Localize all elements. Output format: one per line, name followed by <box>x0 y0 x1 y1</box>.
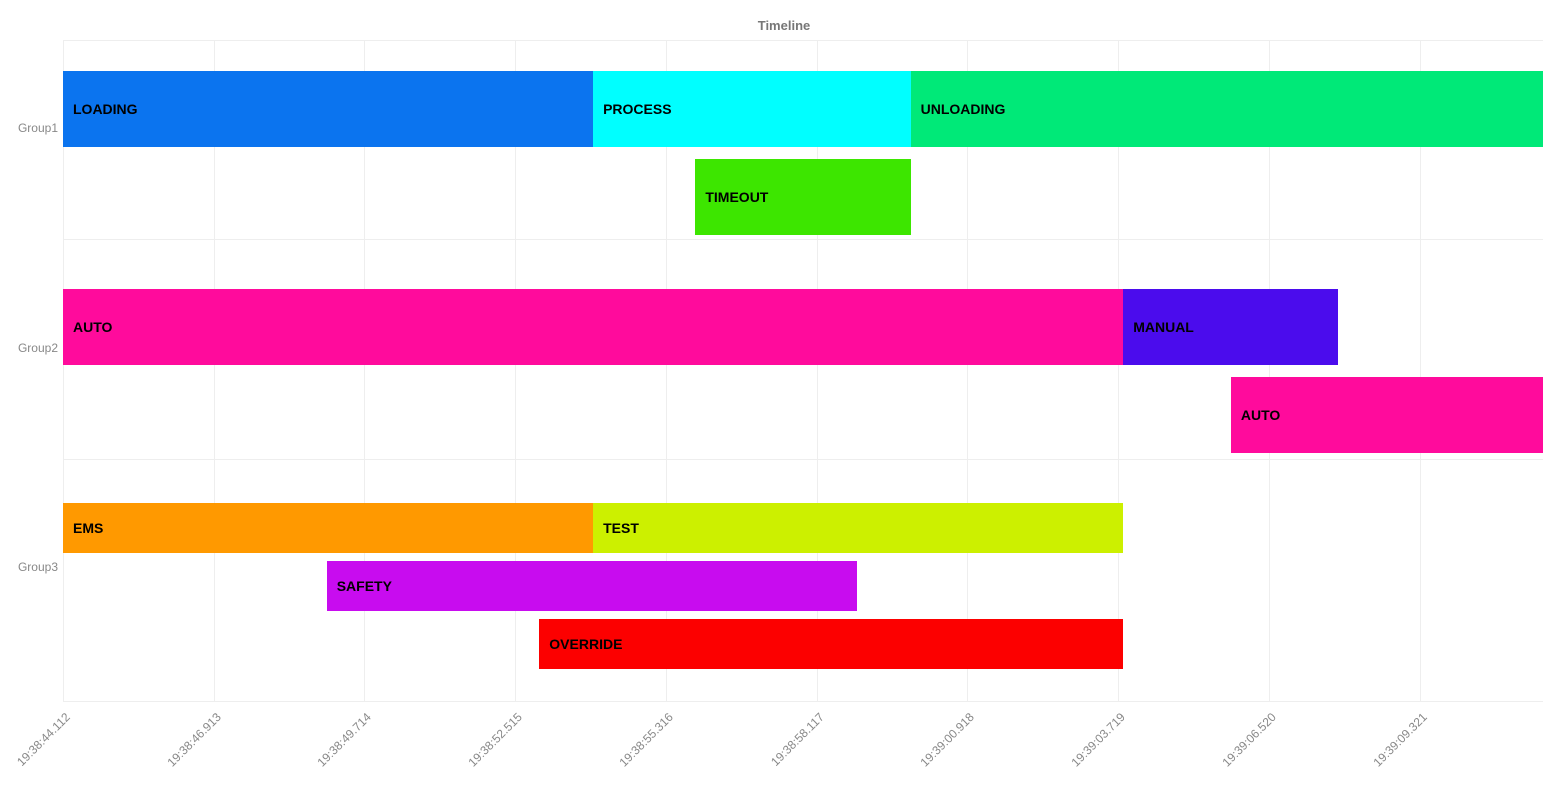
gridline-horizontal <box>63 701 1543 702</box>
x-tick-label: 19:39:00.918 <box>911 710 977 776</box>
timeline-bar[interactable]: EMS <box>63 503 593 553</box>
x-tick-label: 19:38:46.913 <box>157 710 223 776</box>
chart-title: Timeline <box>0 18 1568 33</box>
timeline-bar[interactable]: LOADING <box>63 71 593 147</box>
timeline-bar[interactable]: TEST <box>593 503 1123 553</box>
x-tick-label: 19:38:58.117 <box>760 710 826 776</box>
timeline-bar[interactable]: TIMEOUT <box>695 159 910 235</box>
timeline-bar[interactable]: PROCESS <box>593 71 911 147</box>
timeline-bar[interactable]: AUTO <box>63 289 1123 365</box>
timeline-bar[interactable]: OVERRIDE <box>539 619 1123 669</box>
x-tick-label: 19:38:49.714 <box>308 710 374 776</box>
x-tick-label: 19:38:55.316 <box>609 710 675 776</box>
x-tick-label: 19:38:44.112 <box>6 710 72 776</box>
timeline-bar[interactable]: UNLOADING <box>911 71 1543 147</box>
x-tick-label: 19:39:09.321 <box>1363 710 1429 776</box>
group-label: Group3 <box>18 560 58 574</box>
group-label: Group2 <box>18 341 58 355</box>
timeline-bar[interactable]: SAFETY <box>327 561 857 611</box>
plot-area: LOADINGPROCESSUNLOADINGTIMEOUTAUTOMANUAL… <box>63 40 1543 701</box>
timeline-bar[interactable]: AUTO <box>1231 377 1543 453</box>
gridline-horizontal <box>63 459 1543 460</box>
x-tick-label: 19:39:06.520 <box>1212 710 1278 776</box>
gridline-horizontal <box>63 239 1543 240</box>
group-label: Group1 <box>18 121 58 135</box>
x-tick-label: 19:38:52.515 <box>459 710 525 776</box>
timeline-bar[interactable]: MANUAL <box>1123 289 1338 365</box>
x-tick-label: 19:39:03.719 <box>1062 710 1128 776</box>
